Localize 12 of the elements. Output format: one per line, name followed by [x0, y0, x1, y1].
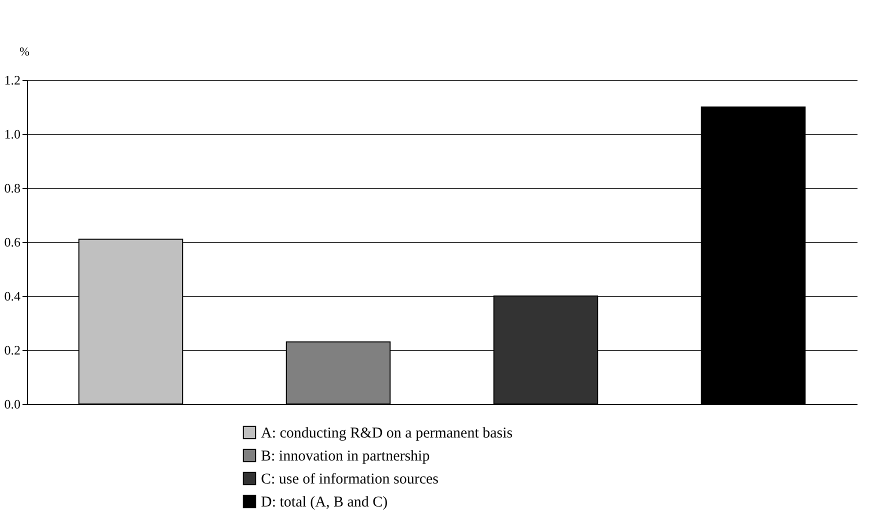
y-tick-label: 1.2	[4, 72, 20, 88]
y-tick-label: 0.2	[4, 342, 20, 358]
legend-label: A: conducting R&D on a permanent basis	[261, 426, 513, 442]
y-axis-title: %	[20, 44, 30, 58]
y-tick-label: 0.4	[4, 288, 21, 304]
legend-label: B: innovation in partnership	[261, 448, 430, 464]
legend-label: C: use of information sources	[261, 472, 439, 488]
legend-label: D: total (A, B and C)	[261, 494, 388, 510]
y-tick-label: 0.8	[4, 180, 20, 196]
y-tick-label: 0.6	[4, 234, 21, 250]
y-tick-label: 0.0	[4, 396, 20, 412]
y-tick-label: 1.0	[4, 126, 20, 142]
